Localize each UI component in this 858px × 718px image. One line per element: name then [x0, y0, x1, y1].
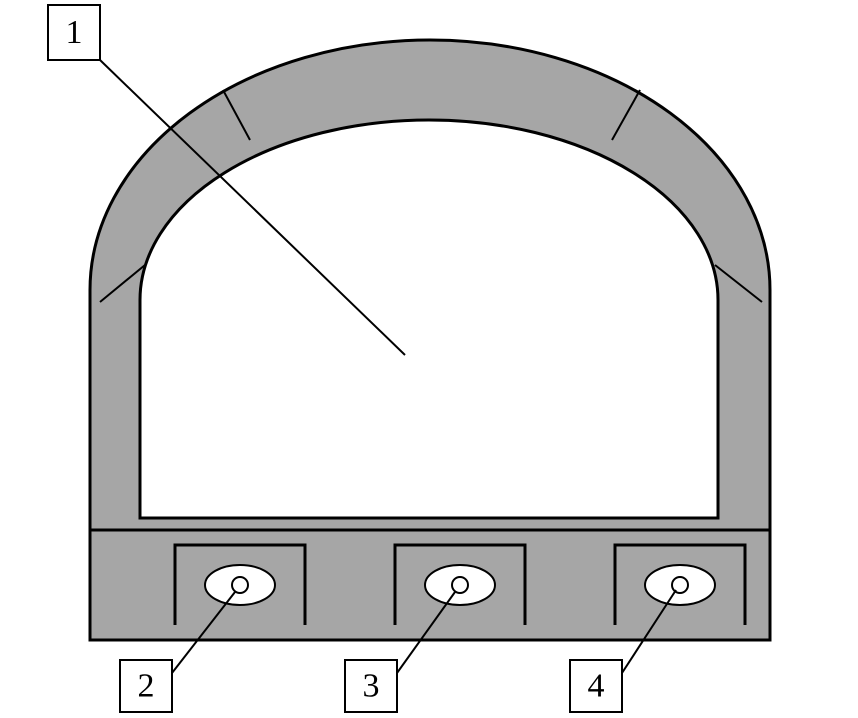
callout-label-1: 1: [66, 14, 83, 51]
callout-label-2: 2: [138, 668, 155, 705]
port-center-1: [232, 577, 248, 593]
callout-label-4: 4: [588, 668, 605, 705]
main-window: [140, 120, 718, 518]
port-center-3: [672, 577, 688, 593]
port-center-2: [452, 577, 468, 593]
callout-label-3: 3: [363, 668, 380, 705]
